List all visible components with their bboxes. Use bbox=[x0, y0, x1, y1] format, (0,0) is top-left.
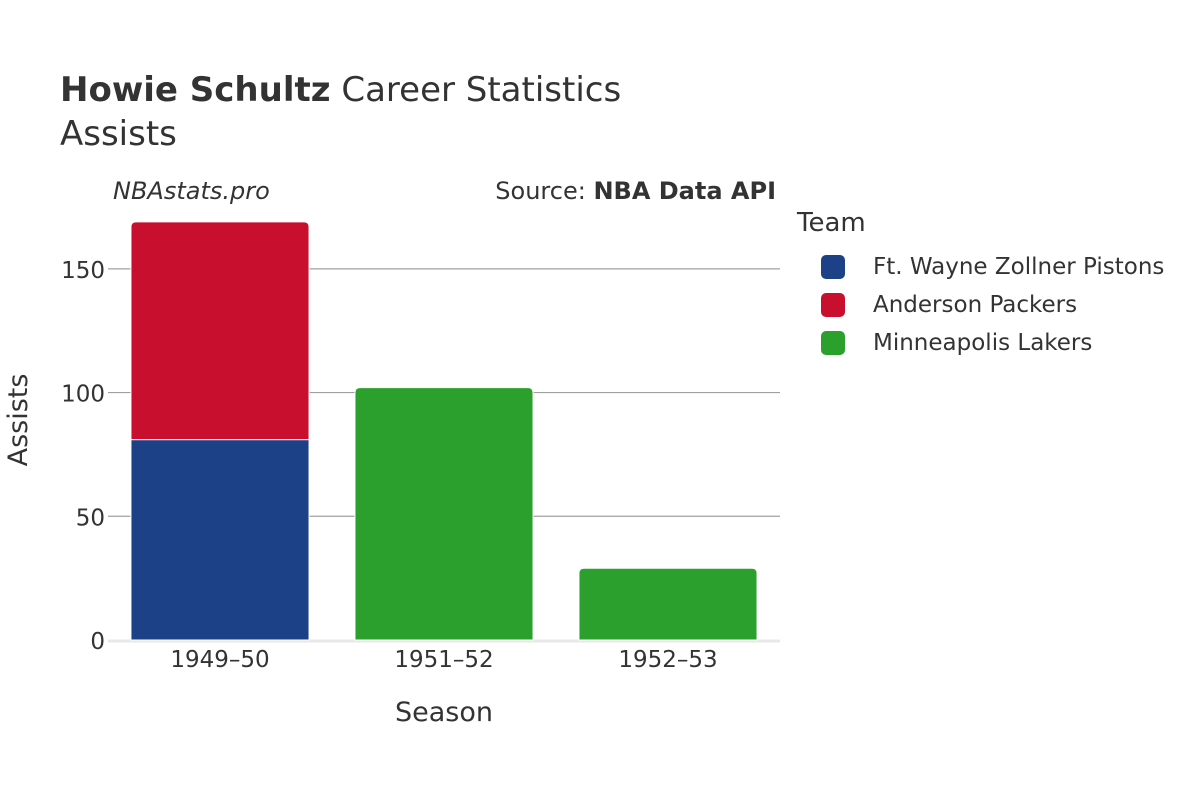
source-prefix: Source: bbox=[495, 177, 594, 205]
legend-label-lakers: Minneapolis Lakers bbox=[873, 330, 1093, 356]
legend: Team Ft. Wayne Zollner Pistons Anderson … bbox=[797, 208, 1164, 362]
legend-label-packers: Anderson Packers bbox=[873, 292, 1078, 318]
y-axis-label: Assists bbox=[3, 374, 34, 467]
y-tick-label: 0 bbox=[90, 629, 105, 655]
legend-swatch-lakers bbox=[821, 331, 845, 355]
x-tick-label: 1951–52 bbox=[394, 647, 493, 673]
y-tick-label: 50 bbox=[76, 505, 105, 531]
bar-segment[interactable] bbox=[130, 221, 310, 441]
bar-segment[interactable] bbox=[130, 439, 310, 641]
x-tick-labels: 1949–50 1951–52 1952–53 bbox=[170, 647, 717, 673]
x-axis-label: Season bbox=[395, 697, 493, 728]
legend-item-packers[interactable]: Anderson Packers bbox=[821, 286, 1164, 324]
y-tick-labels: 0 50 100 150 bbox=[61, 258, 105, 655]
source-name: NBA Data API bbox=[593, 177, 776, 205]
watermark: NBAstats.pro bbox=[113, 177, 270, 205]
chart-subtitle: Assists bbox=[60, 114, 177, 154]
legend-label-pistons: Ft. Wayne Zollner Pistons bbox=[873, 254, 1165, 280]
bars bbox=[130, 221, 758, 641]
x-tick-label: 1949–50 bbox=[170, 647, 269, 673]
x-tick-label: 1952–53 bbox=[618, 647, 717, 673]
legend-swatch-pistons bbox=[821, 255, 845, 279]
legend-swatch-packers bbox=[821, 293, 845, 317]
legend-item-lakers[interactable]: Minneapolis Lakers bbox=[821, 324, 1164, 362]
bar-segment[interactable] bbox=[578, 567, 758, 641]
y-tick-label: 150 bbox=[61, 258, 105, 284]
bar-segment[interactable] bbox=[354, 387, 534, 641]
y-tick-label: 100 bbox=[61, 382, 105, 408]
source-credit: Source: NBA Data API bbox=[495, 177, 776, 205]
player-name: Howie Schultz bbox=[60, 70, 331, 110]
title-rest: Career Statistics bbox=[330, 70, 622, 110]
legend-item-pistons[interactable]: Ft. Wayne Zollner Pistons bbox=[821, 248, 1164, 286]
legend-title: Team bbox=[797, 208, 866, 238]
chart-title: Howie Schultz Career Statistics bbox=[60, 68, 621, 112]
